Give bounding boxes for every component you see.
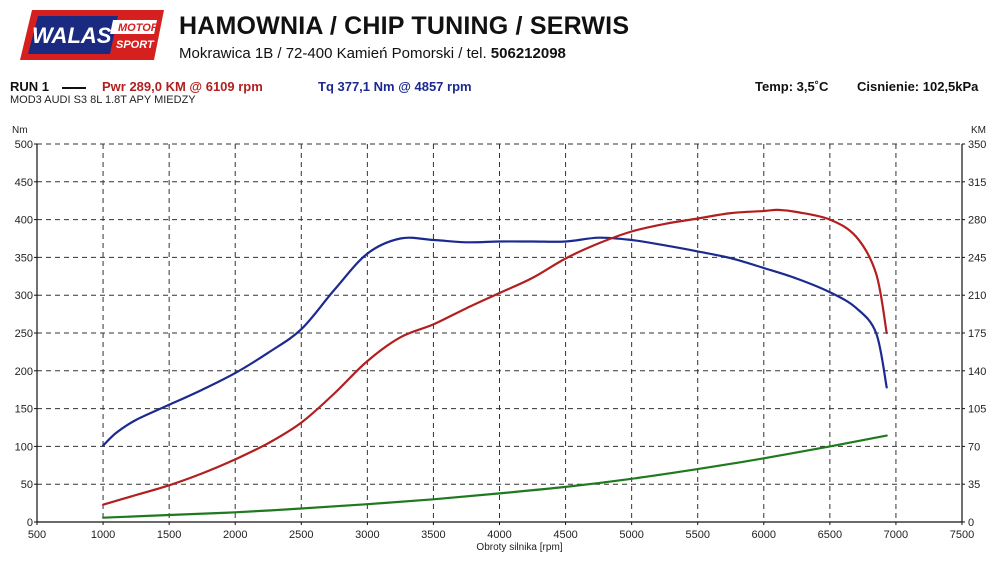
series-line-pwr [102,208,888,506]
logo-badge-sport: SPORT [116,39,155,51]
company-title: HAMOWNIA / CHIP TUNING / SERWIS [179,12,630,40]
y-right-tick-label: 105 [968,404,986,416]
y-left-tick-label: 150 [15,404,33,416]
y-left-tick-label: 500 [15,139,33,151]
chart-series [102,208,888,519]
y-left-tick-label: 350 [15,252,33,264]
x-axis-label: Obroty silnika [rpm] [476,542,562,553]
y-right-tick-label: 210 [968,290,986,302]
y-left-tick-label: 250 [15,328,33,340]
y-right-axis-label: KM [971,125,986,136]
x-tick-label: 1000 [91,529,115,541]
walas-motorsport-logo: WALAS MOTOR SPORT [20,10,164,60]
vehicle-description: MOD3 AUDI S3 8L 1.8T APY MIEDZY [10,94,196,106]
series-line-tq [102,236,888,447]
phone-number: 506212098 [490,45,566,62]
y-left-tick-label: 0 [27,517,33,529]
address-text: Mokrawica 1B / 72-400 Kamień Pomorski / … [179,45,487,62]
y-left-axis-label: Nm [12,125,28,136]
y-left-tick-label: 50 [21,479,33,491]
temperature: Temp: 3,5˚C [755,79,829,94]
x-tick-label: 7000 [884,529,908,541]
y-left-tick-label: 450 [15,177,33,189]
dyno-chart: 0501001502002503003504004505000357010514… [12,125,986,553]
y-left-tick-label: 300 [15,290,33,302]
pressure: Cisnienie: 102,5kPa [857,79,979,94]
y-right-tick-label: 280 [968,215,986,227]
run-line-swatch [62,87,86,89]
torque-peak: Tq 377,1 Nm @ 4857 rpm [318,79,472,94]
y-right-tick-label: 175 [968,328,986,340]
run-summary: RUN 1 Pwr 289,0 KM @ 6109 rpm Tq 377,1 N… [0,79,1000,97]
logo-badge-motor: MOTOR [118,22,159,34]
y-left-tick-label: 100 [15,441,33,453]
logo-text: WALAS [32,23,112,48]
y-right-tick-label: 315 [968,177,986,189]
y-right-tick-label: 35 [968,479,980,491]
x-tick-label: 6500 [818,529,842,541]
y-right-tick-label: 0 [968,517,974,529]
x-tick-label: 2000 [223,529,247,541]
x-tick-label: 2500 [289,529,313,541]
x-tick-label: 500 [28,529,46,541]
y-right-tick-label: 245 [968,252,986,264]
company-address: Mokrawica 1B / 72-400 Kamień Pomorski / … [179,45,566,62]
y-right-tick-label: 70 [968,441,980,453]
x-tick-label: 4500 [553,529,577,541]
y-right-tick-label: 140 [968,366,986,378]
logo-badge-bg [110,20,158,34]
x-tick-label: 5500 [685,529,709,541]
x-tick-label: 4000 [487,529,511,541]
x-tick-label: 3000 [355,529,379,541]
x-tick-label: 3500 [421,529,445,541]
x-tick-label: 7500 [950,529,974,541]
y-left-tick-label: 400 [15,215,33,227]
x-tick-label: 1500 [157,529,181,541]
x-tick-label: 6000 [752,529,776,541]
series-line-loss [102,434,888,519]
chart-labels: 0501001502002503003504004505000357010514… [12,125,986,553]
y-right-tick-label: 350 [968,139,986,151]
x-tick-label: 5000 [619,529,643,541]
power-peak: Pwr 289,0 KM @ 6109 rpm [102,79,263,94]
y-left-tick-label: 200 [15,366,33,378]
run-label: RUN 1 [10,79,50,94]
chart-axes [34,143,965,525]
chart-grid [37,143,963,522]
logo-blue-band [28,16,118,54]
